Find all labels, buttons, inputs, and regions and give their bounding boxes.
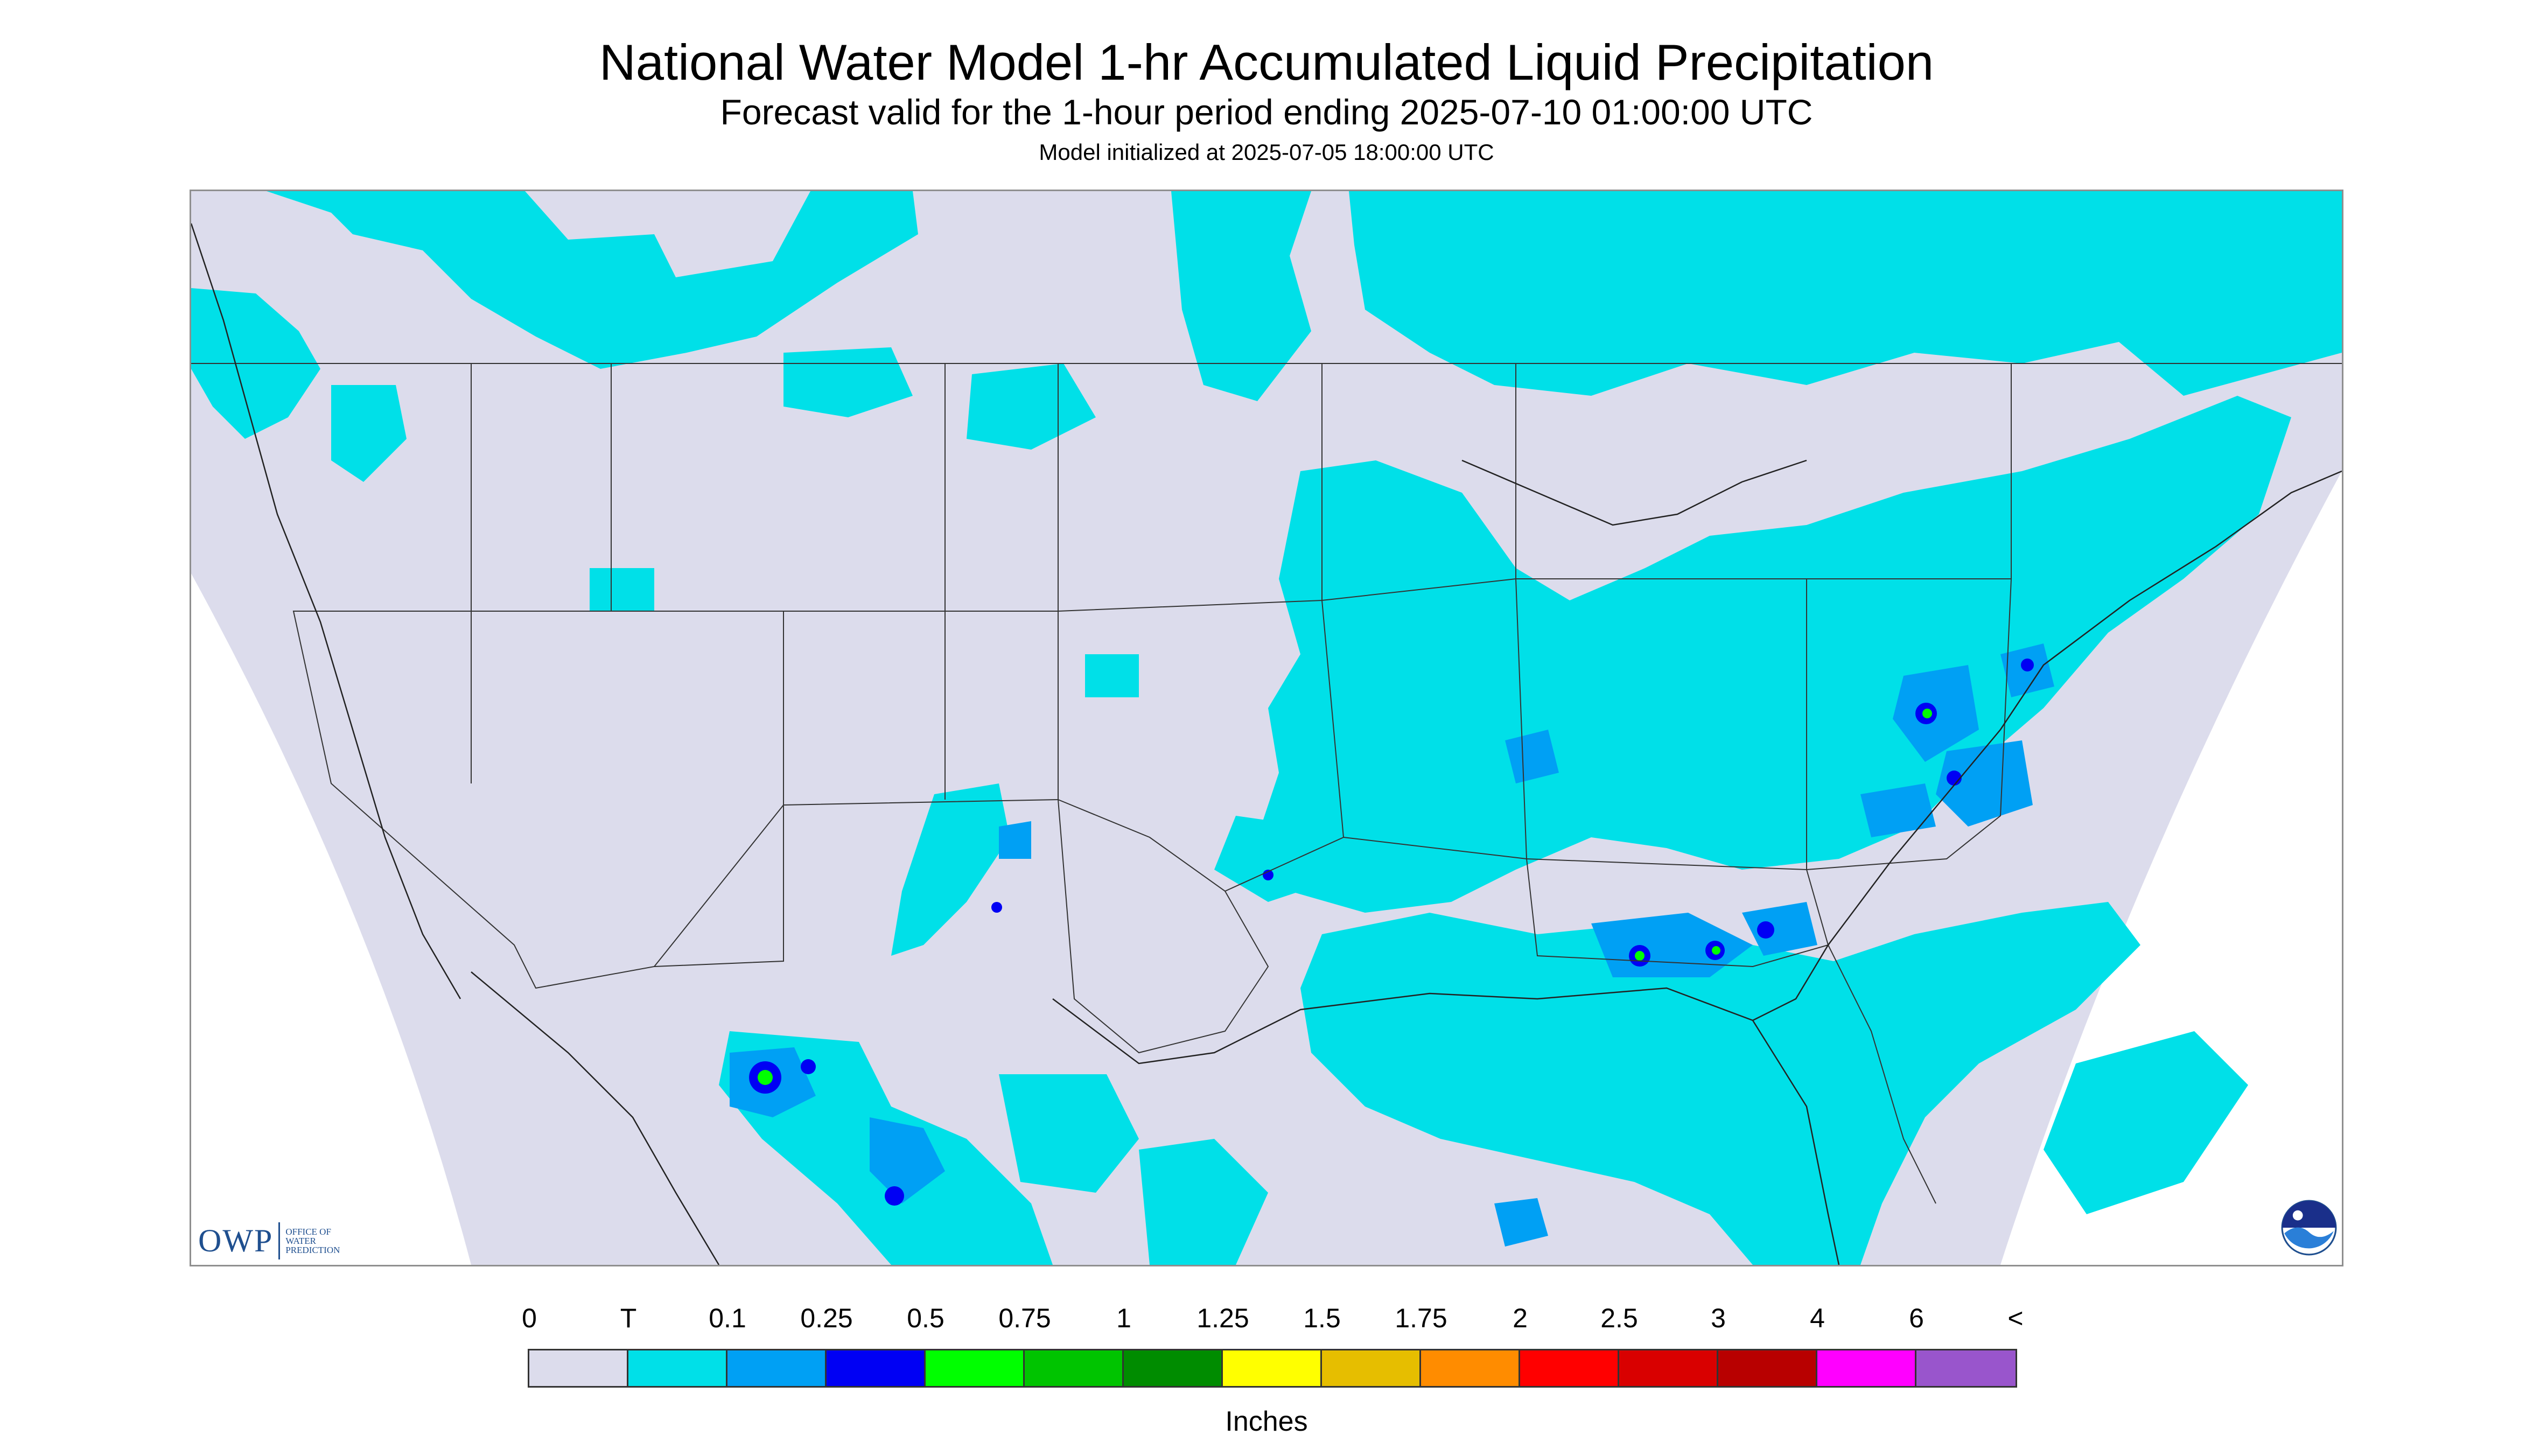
legend-tick-label: 0.1 xyxy=(709,1303,746,1333)
legend-swatch xyxy=(1520,1350,1619,1386)
left-no-data-region xyxy=(191,573,471,1265)
legend-swatch xyxy=(1619,1350,1718,1386)
legend-tick-label: < xyxy=(2007,1303,2024,1333)
legend-labels: 0 T 0.1 0.25 0.5 0.75 1 1.25 1.5 1.75 2 2.5 3 4 6 < xyxy=(0,1302,2533,1334)
noaa-logo xyxy=(2281,1200,2337,1256)
legend-swatch xyxy=(1817,1350,1916,1386)
moderate-precip-areas xyxy=(749,659,2034,1206)
precipitation-map xyxy=(190,190,2343,1266)
legend-units-label: Inches xyxy=(1225,1406,1308,1437)
state-border-lines xyxy=(191,363,2342,1204)
legend-swatch xyxy=(827,1350,926,1386)
legend-tick-label: 1.75 xyxy=(1395,1303,1447,1333)
legend-swatch xyxy=(727,1350,827,1386)
owp-logo: OWP OFFICE OF WATER PREDICTION xyxy=(198,1219,366,1262)
legend-swatch xyxy=(1124,1350,1223,1386)
legend-tick-label: 1 xyxy=(1116,1303,1131,1333)
coastline-lines xyxy=(191,223,2342,1265)
forecast-valid-subtitle: Forecast valid for the 1-hour period end… xyxy=(720,92,1813,132)
legend-tick-label: 3 xyxy=(1711,1303,1726,1333)
legend-swatch xyxy=(1223,1350,1322,1386)
legend-tick-label: 2 xyxy=(1513,1303,1528,1333)
map-title: National Water Model 1-hr Accumulated Li… xyxy=(599,34,1934,90)
legend-tick-label: 1.5 xyxy=(1303,1303,1341,1333)
model-init-text: Model initialized at 2025-07-05 18:00:00… xyxy=(1039,139,1494,165)
map-canvas xyxy=(191,191,2342,1265)
owp-logo-text: OFFICE OF WATER PREDICTION xyxy=(285,1226,340,1255)
legend-tick-label: 0 xyxy=(522,1303,537,1333)
legend-swatch xyxy=(1718,1350,1817,1386)
legend-tick-label: 6 xyxy=(1909,1303,1924,1333)
legend-tick-label: 0.75 xyxy=(998,1303,1051,1333)
legend-tick-label: 2.5 xyxy=(1600,1303,1638,1333)
legend-tick-label: 1.25 xyxy=(1196,1303,1249,1333)
legend-swatch xyxy=(1916,1350,2016,1386)
legend-tick-label: 0.25 xyxy=(800,1303,853,1333)
legend-swatch xyxy=(1025,1350,1124,1386)
owp-logo-mark: OWP xyxy=(198,1222,281,1259)
legend-swatch xyxy=(926,1350,1025,1386)
legend-tick-label: 4 xyxy=(1810,1303,1825,1333)
legend-color-bar xyxy=(528,1349,2017,1388)
legend-swatch xyxy=(1322,1350,1421,1386)
legend-swatch xyxy=(628,1350,727,1386)
legend-tick-label: 0.5 xyxy=(907,1303,944,1333)
legend-tick-label: T xyxy=(620,1303,637,1333)
legend-swatch xyxy=(1421,1350,1520,1386)
heavy-precip-areas xyxy=(758,709,1932,1085)
legend-swatch xyxy=(529,1350,628,1386)
